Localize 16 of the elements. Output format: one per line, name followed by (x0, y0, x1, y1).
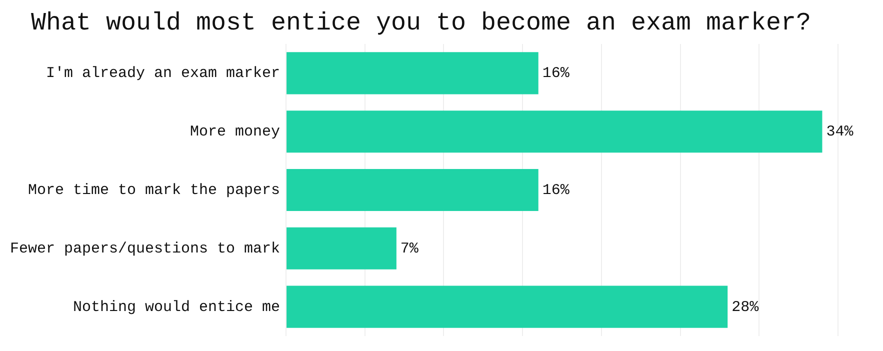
data-label: 7% (400, 240, 420, 258)
y-tick-label: Fewer papers/questions to mark (10, 240, 280, 258)
bar (286, 168, 538, 212)
y-tick-label: Nothing would entice me (72, 298, 280, 316)
bar (286, 227, 396, 270)
bar (286, 52, 538, 94)
y-tick-label: More money (190, 124, 280, 141)
data-label: 16% (542, 65, 570, 82)
bar (286, 286, 728, 328)
data-label: 34% (826, 124, 854, 141)
y-tick-label: I'm already an exam marker (46, 65, 280, 82)
data-label: 28% (732, 298, 760, 316)
bar (286, 110, 822, 153)
chart-title: What would most entice you to become an exam marker? (30, 8, 812, 38)
y-tick-label: More time to mark the papers (28, 182, 280, 199)
data-label: 16% (542, 182, 570, 199)
